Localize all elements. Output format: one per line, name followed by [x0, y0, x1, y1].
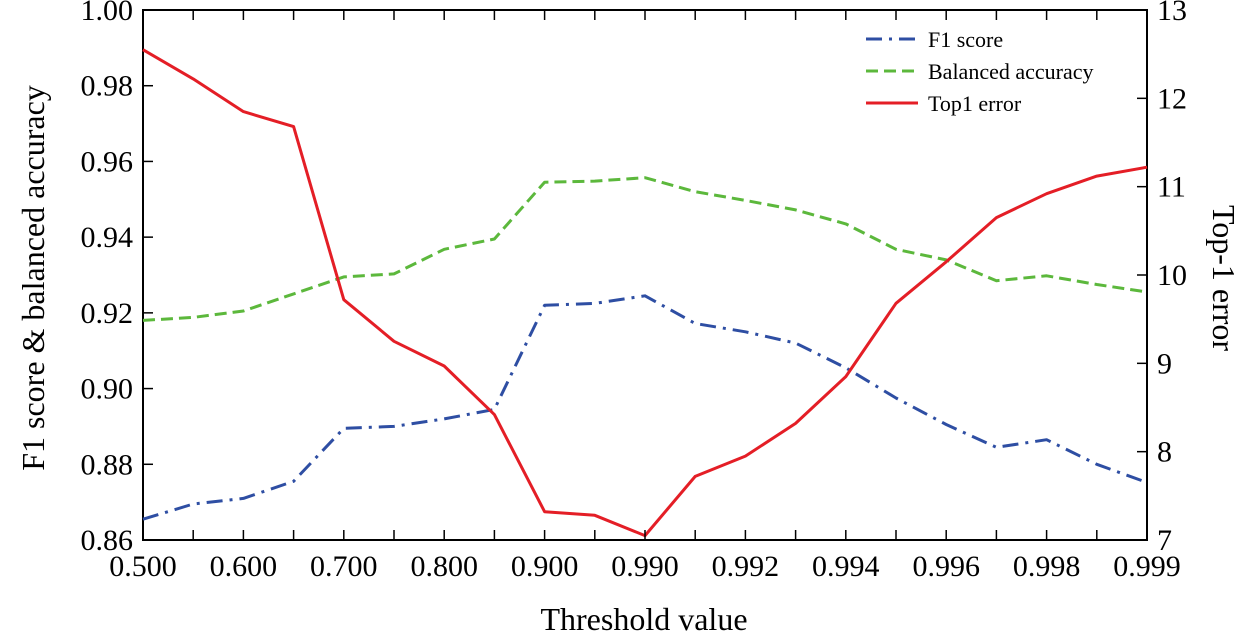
series-line-f1-score [142, 294, 1148, 521]
y-right-tick-label: 13 [1157, 0, 1187, 27]
x-tick-label: 0.900 [511, 550, 579, 583]
x-tick-label: 0.996 [912, 550, 980, 583]
legend-item-balanced-accuracy: Balanced accuracy [866, 59, 1094, 84]
y-left-tick-label: 1.00 [81, 0, 134, 27]
series-layer [142, 48, 1148, 538]
legend-label: Top1 error [928, 91, 1022, 116]
x-tick-label: 0.992 [712, 550, 780, 583]
x-tick-label: 0.500 [109, 550, 177, 583]
y-right-tick-label: 7 [1157, 524, 1172, 557]
plot-area-border [142, 9, 1148, 541]
y-right-tick-label: 9 [1157, 347, 1172, 380]
plot-frame [142, 9, 1148, 541]
x-tick-label: 0.990 [611, 550, 679, 583]
x-tick-label: 0.600 [210, 550, 278, 583]
x-tick-label: 0.998 [1013, 550, 1081, 583]
y-right-tick-label: 8 [1157, 436, 1172, 469]
series-line-balanced-accuracy [142, 176, 1148, 322]
legend-item-top1-error: Top1 error [866, 91, 1022, 116]
x-tick-label: 0.800 [410, 550, 478, 583]
x-tick-label: 0.700 [310, 550, 378, 583]
legend-item-f1-score: F1 score [866, 27, 1003, 52]
legend: F1 score Balanced accuracy Top1 error [866, 27, 1094, 116]
tick-layer: 0.500 0.600 0.700 0.800 0.900 0.990 0.992 0.994… [81, 0, 1188, 583]
x-axis-title: Threshold value [540, 601, 747, 637]
y-left-tick-label: 0.92 [81, 297, 134, 330]
legend-label: F1 score [928, 27, 1003, 52]
y-left-tick-label: 0.98 [81, 70, 134, 103]
y-right-axis-title: Top-1 error [1206, 205, 1242, 351]
x-tick-label: 0.999 [1113, 550, 1181, 583]
y-right-tick-label: 11 [1157, 171, 1186, 204]
x-tick-label: 0.994 [812, 550, 880, 583]
legend-label: Balanced accuracy [928, 59, 1094, 84]
y-left-tick-label: 0.86 [81, 524, 134, 557]
y-left-tick-label: 0.96 [81, 145, 134, 178]
y-left-tick-label: 0.90 [81, 373, 134, 406]
y-left-tick-label: 0.88 [81, 448, 134, 481]
y-right-tick-label: 10 [1157, 259, 1187, 292]
y-left-tick-label: 0.94 [81, 221, 134, 254]
y-right-tick-label: 12 [1157, 82, 1187, 115]
y-left-axis-title: F1 score & balanced accuracy [15, 85, 51, 471]
